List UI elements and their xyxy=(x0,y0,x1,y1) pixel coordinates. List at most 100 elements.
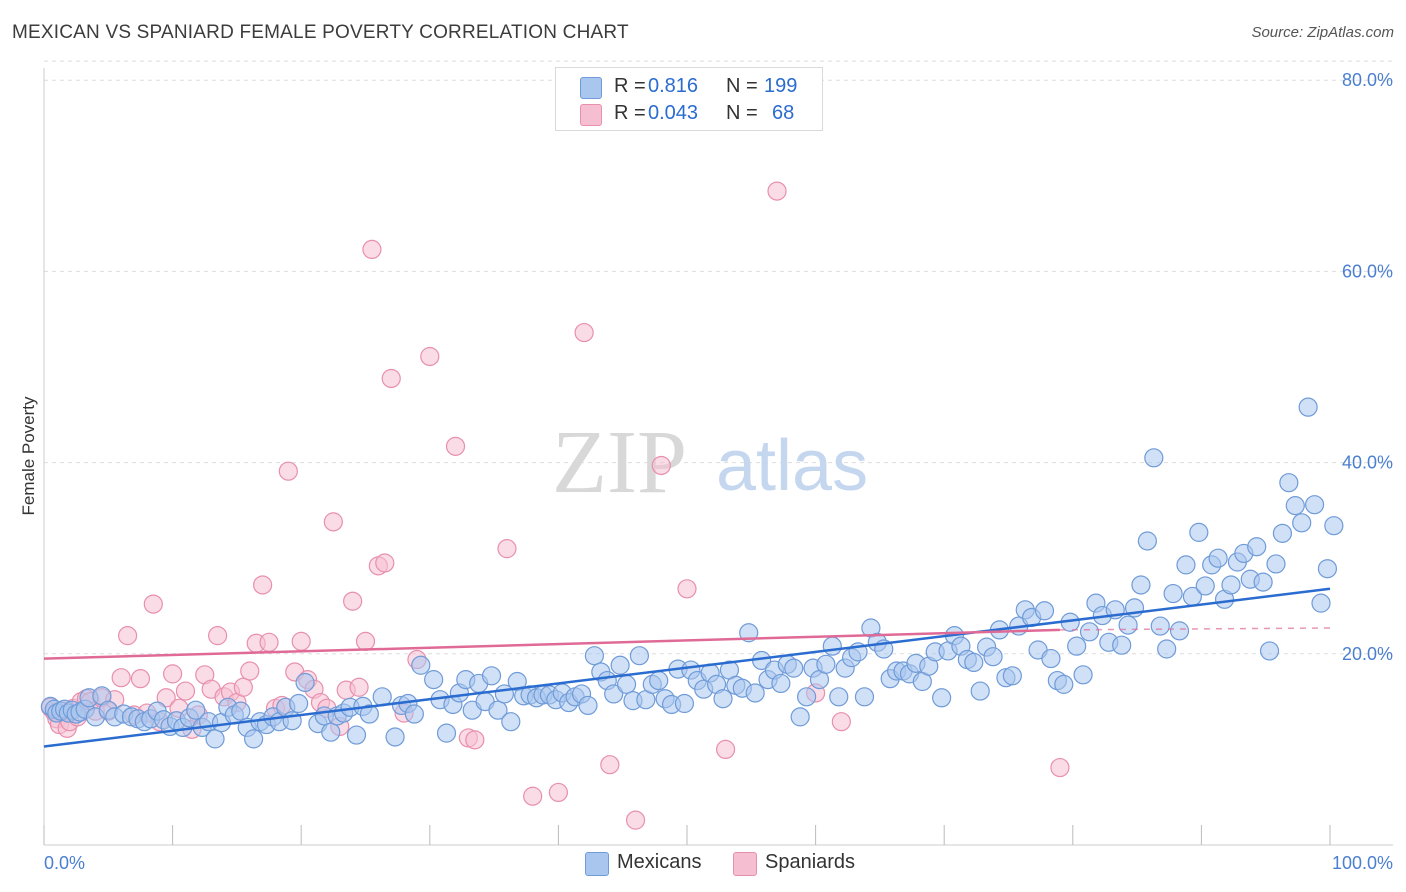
x-tick-label: 100.0% xyxy=(1332,853,1393,873)
mexican-point xyxy=(629,646,650,666)
spaniard-point xyxy=(253,575,273,595)
mexican-point xyxy=(481,666,502,686)
mexican-point xyxy=(1317,559,1338,579)
spaniard-point xyxy=(548,782,569,803)
mexican-point xyxy=(970,681,990,701)
chart-title: MEXICAN VS SPANIARD FEMALE POVERTY CORRE… xyxy=(12,22,629,43)
mexican-point xyxy=(674,693,695,714)
spaniard-point xyxy=(343,591,363,611)
mexican-point xyxy=(1292,513,1312,533)
spaniard-point xyxy=(130,669,151,689)
mexican-point xyxy=(1247,537,1267,557)
mexican-point xyxy=(816,654,836,674)
mexican-point xyxy=(796,687,817,707)
spaniard-point xyxy=(625,810,646,830)
bottom-legend-swatch-mexicans xyxy=(585,852,609,876)
mexican-point xyxy=(1176,555,1196,575)
mexican-point xyxy=(1169,621,1190,641)
mexican-point xyxy=(1253,572,1273,592)
mexican-point xyxy=(1150,616,1170,636)
y-axis-label: Female Poverty xyxy=(19,396,38,516)
watermark-atlas: atlas xyxy=(716,426,868,506)
spaniard-point xyxy=(715,739,736,760)
mexicans-points xyxy=(40,397,1344,749)
mexican-point xyxy=(244,729,264,749)
spaniard-point xyxy=(117,626,138,646)
legend-row-spaniards: R = 0.043 N = 68 xyxy=(556,101,822,127)
spaniard-point xyxy=(355,631,376,651)
mexican-point xyxy=(359,704,379,724)
spaniard-point xyxy=(163,664,183,684)
legend-swatch-spaniards xyxy=(580,104,602,126)
x-tick-label: 0.0% xyxy=(44,853,85,873)
legend-n-value: 199 xyxy=(764,75,798,97)
y-tick-label: 20.0% xyxy=(1342,644,1393,664)
mexican-point xyxy=(1041,648,1061,669)
mexican-point xyxy=(713,689,733,709)
mexican-point xyxy=(739,623,759,643)
mexican-point xyxy=(1195,576,1215,596)
mexican-point xyxy=(404,704,424,724)
spaniard-point xyxy=(767,181,787,201)
y-tick-labels: 20.0% 40.0% 60.0% 80.0% xyxy=(1342,70,1393,664)
y-tick-label: 40.0% xyxy=(1342,453,1393,473)
spaniard-point xyxy=(259,632,279,652)
bottom-legend-swatch-spaniards xyxy=(733,852,757,876)
mexican-point xyxy=(436,723,457,743)
y-tick-label: 80.0% xyxy=(1342,70,1393,90)
mexican-point xyxy=(784,658,804,678)
mexican-point xyxy=(610,655,630,675)
mexican-point xyxy=(745,683,765,703)
mexican-point xyxy=(771,673,791,694)
spaniard-point xyxy=(362,239,382,260)
mexicans-trendline xyxy=(43,587,1331,748)
mexican-point xyxy=(186,700,206,720)
mexican-point xyxy=(231,701,251,721)
mexican-point xyxy=(289,693,309,714)
mexican-point xyxy=(1324,516,1344,536)
mexican-point xyxy=(1298,397,1318,417)
mexican-point xyxy=(346,725,367,745)
spaniard-point xyxy=(323,512,343,532)
mexican-point xyxy=(1137,531,1157,551)
spaniard-point xyxy=(651,455,671,476)
mexican-point xyxy=(1144,448,1164,468)
legend-row-mexicans: R = 0.816 N = 199 xyxy=(556,74,822,100)
mexican-point xyxy=(1002,666,1022,686)
mexican-point xyxy=(790,707,810,727)
mexican-point xyxy=(1054,674,1074,694)
spaniard-point xyxy=(291,631,311,651)
spaniard-point xyxy=(278,461,298,481)
spaniard-point xyxy=(175,681,196,701)
mexican-point xyxy=(854,687,875,707)
legend-n-value: 68 xyxy=(772,102,795,124)
mexican-point xyxy=(1189,522,1209,542)
legend-r-value: 0.816 xyxy=(648,75,699,97)
mexican-point xyxy=(1279,473,1299,493)
mexican-point xyxy=(604,684,624,704)
spaniard-point xyxy=(240,661,260,681)
mexican-point xyxy=(501,712,521,732)
mexican-point xyxy=(205,729,225,749)
bottom-legend-label-spaniards: Spaniards xyxy=(765,851,856,873)
legend-r-label: R = xyxy=(614,75,646,97)
mexican-point xyxy=(983,647,1003,667)
mexican-point xyxy=(1221,575,1241,595)
mexican-point xyxy=(1163,583,1183,604)
spaniard-point xyxy=(497,539,517,559)
x-tick-labels: 0.0% 100.0% xyxy=(44,853,1393,873)
mexican-point xyxy=(1034,601,1055,621)
spaniard-point xyxy=(1050,757,1070,778)
correlation-legend: R = 0.816 N = 199 R = 0.043 N = 68 xyxy=(555,67,823,131)
mexican-point xyxy=(1208,548,1228,568)
legend-r-value: 0.043 xyxy=(648,102,699,124)
spaniard-point xyxy=(233,677,253,697)
legend-n-label: N = xyxy=(726,102,758,124)
spaniard-point xyxy=(574,322,594,343)
spaniard-point xyxy=(600,755,620,775)
mexican-point xyxy=(1285,496,1305,516)
y-tick-label: 60.0% xyxy=(1342,261,1393,281)
mexican-point xyxy=(1311,593,1331,613)
mexican-point xyxy=(829,687,849,707)
